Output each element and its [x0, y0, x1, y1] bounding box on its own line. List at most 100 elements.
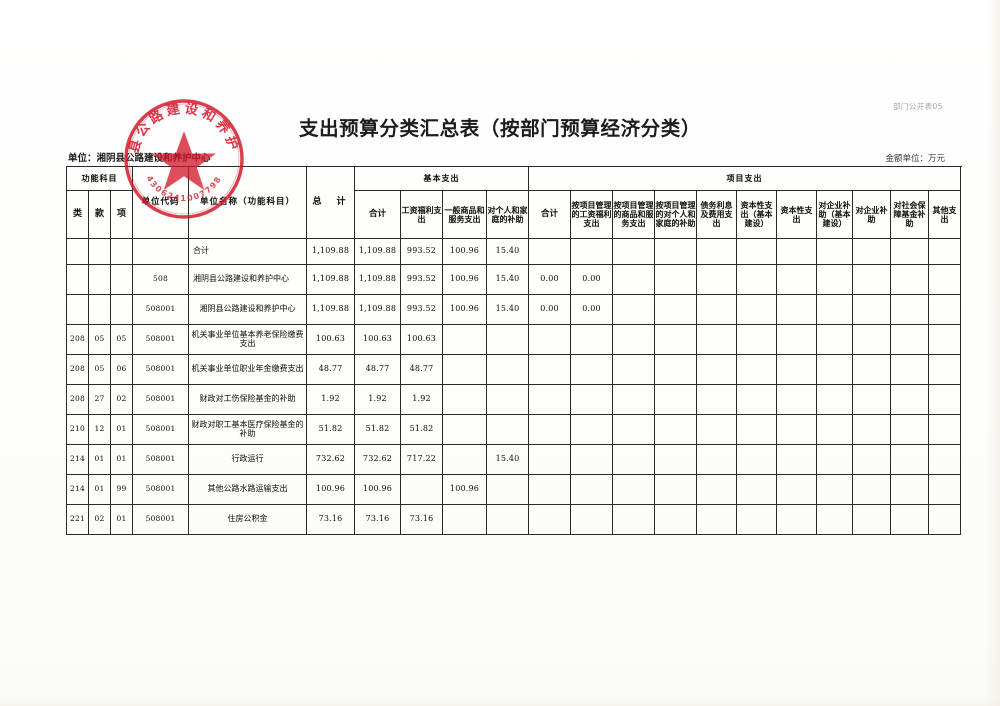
cell-project-other	[928, 474, 962, 505]
cell-project-capital-construction	[736, 354, 778, 385]
unit-label: 单位：湘阴县公路建设和养护中心	[68, 153, 211, 164]
cell-kuan	[88, 264, 111, 295]
cell-project-ent-subsidy	[852, 294, 892, 325]
cell-project-capital	[776, 354, 818, 385]
cell-basic-goods: 100.96	[442, 238, 488, 265]
cell-project-capital-construction	[736, 294, 778, 325]
cell-project-capital	[776, 324, 818, 355]
cell-xiang: 02	[109, 384, 134, 415]
table-row: 208 05 05 508001 机关事业单位基本养老保险缴费支出 100.63 100.6…	[66, 324, 962, 355]
header-project-expenditure: 项目支出	[528, 166, 962, 191]
scan-edge-right	[986, 0, 1000, 706]
cell-xiang	[109, 238, 134, 265]
cell-basic-goods	[442, 324, 488, 355]
cell-total: 732.62	[306, 444, 356, 475]
header-basic-expenditure: 基本支出	[354, 166, 530, 191]
cell-xiang	[109, 264, 134, 295]
cell-basic-salary: 993.52	[400, 264, 444, 295]
cell-project-salary	[570, 384, 614, 415]
cell-lei	[66, 238, 89, 265]
header-col-kuan: 款	[88, 190, 111, 239]
cell-project-subsidy	[654, 354, 698, 385]
cell-project-goods	[612, 238, 656, 265]
cell-project-goods	[612, 444, 656, 475]
cell-lei	[66, 264, 89, 295]
cell-lei: 210	[66, 414, 89, 445]
cell-project-ent-subsidy-construction	[816, 474, 854, 505]
cell-total: 1,109.88	[306, 264, 356, 295]
cell-project-other	[928, 384, 962, 415]
cell-kuan: 12	[88, 414, 111, 445]
cell-project-other	[928, 444, 962, 475]
cell-project-total	[528, 504, 572, 535]
cell-project-other	[928, 294, 962, 325]
cell-kuan	[88, 294, 111, 325]
cell-kuan: 05	[88, 324, 111, 355]
cell-project-goods	[612, 264, 656, 295]
cell-project-social-security	[890, 324, 930, 355]
cell-project-ent-subsidy-construction	[816, 384, 854, 415]
cell-unit-code: 508001	[132, 354, 190, 385]
scan-edge-bottom	[0, 696, 1000, 706]
cell-basic-subsidy: 15.40	[486, 238, 530, 265]
cell-total: 100.96	[306, 474, 356, 505]
header-col-lei: 类	[66, 190, 89, 239]
header-project-goods-services: 按项目管理的商品和服务支出	[612, 190, 656, 239]
cell-project-other	[928, 504, 962, 535]
cell-unit-name: 财政对职工基本医疗保险基金的补助	[188, 414, 308, 445]
cell-project-debt	[696, 294, 738, 325]
cell-kuan: 05	[88, 354, 111, 385]
table-row: 221 02 01 508001 住房公积金 73.16 73.16 73.16	[66, 504, 962, 535]
cell-project-salary	[570, 504, 614, 535]
cell-basic-salary: 73.16	[400, 504, 444, 535]
cell-project-other	[928, 354, 962, 385]
cell-project-debt	[696, 474, 738, 505]
header-basic-goods-services: 一般商品和服务支出	[442, 190, 488, 239]
header-project-capital: 资本性支出	[776, 190, 818, 239]
header-basic-salary-benefits: 工资福利支出	[400, 190, 444, 239]
table-header: 功能科目 单位代码 单位名称（功能科目） 总 计 基本支出 项目支出 类 款 项…	[65, 166, 962, 239]
cell-project-social-security	[890, 444, 930, 475]
cell-basic-subsidy: 15.40	[486, 264, 530, 295]
cell-unit-code	[132, 238, 190, 265]
cell-project-capital	[776, 294, 818, 325]
header-unit-code: 单位代码	[132, 166, 190, 239]
cell-project-subsidy	[654, 444, 698, 475]
cell-project-other	[928, 264, 962, 295]
header-total: 总 计	[306, 166, 356, 239]
cell-lei	[66, 294, 89, 325]
cell-project-capital	[776, 238, 818, 265]
cell-project-ent-subsidy-construction	[816, 324, 854, 355]
cell-basic-subsidy: 15.40	[486, 294, 530, 325]
cell-unit-name: 机关事业单位职业年金缴费支出	[188, 354, 308, 385]
cell-unit-name: 湘阴县公路建设和养护中心	[188, 294, 308, 325]
cell-project-goods	[612, 354, 656, 385]
table-row: 214 01 01 508001 行政运行 732.62 732.62 717.22 15.40	[66, 444, 962, 475]
cell-project-ent-subsidy-construction	[816, 444, 854, 475]
cell-project-subsidy	[654, 294, 698, 325]
header-col-xiang: 项	[109, 190, 134, 239]
cell-project-debt	[696, 414, 738, 445]
cell-project-goods	[612, 324, 656, 355]
header-project-other: 其他支出	[928, 190, 962, 239]
cell-project-salary	[570, 474, 614, 505]
cell-project-debt	[696, 264, 738, 295]
cell-basic-total: 1,109.88	[354, 294, 402, 325]
header-project-debt-interest: 债务利息及费用支出	[696, 190, 738, 239]
cell-project-other	[928, 414, 962, 445]
header-function-subject: 功能科目	[65, 166, 134, 191]
cell-project-ent-subsidy	[852, 354, 892, 385]
cell-project-debt	[696, 238, 738, 265]
cell-project-social-security	[890, 294, 930, 325]
cell-xiang: 01	[109, 444, 134, 475]
cell-project-capital-construction	[736, 238, 778, 265]
cell-project-ent-subsidy-construction	[816, 414, 854, 445]
header-project-enterprise-subsidy: 对企业补助	[852, 190, 892, 239]
cell-project-ent-subsidy-construction	[816, 264, 854, 295]
cell-project-ent-subsidy	[852, 384, 892, 415]
cell-xiang: 05	[109, 324, 134, 355]
cell-project-subsidy	[654, 264, 698, 295]
amount-unit-label: 金额单位：万元	[885, 154, 945, 164]
cell-basic-salary: 48.77	[400, 354, 444, 385]
cell-project-ent-subsidy	[852, 414, 892, 445]
